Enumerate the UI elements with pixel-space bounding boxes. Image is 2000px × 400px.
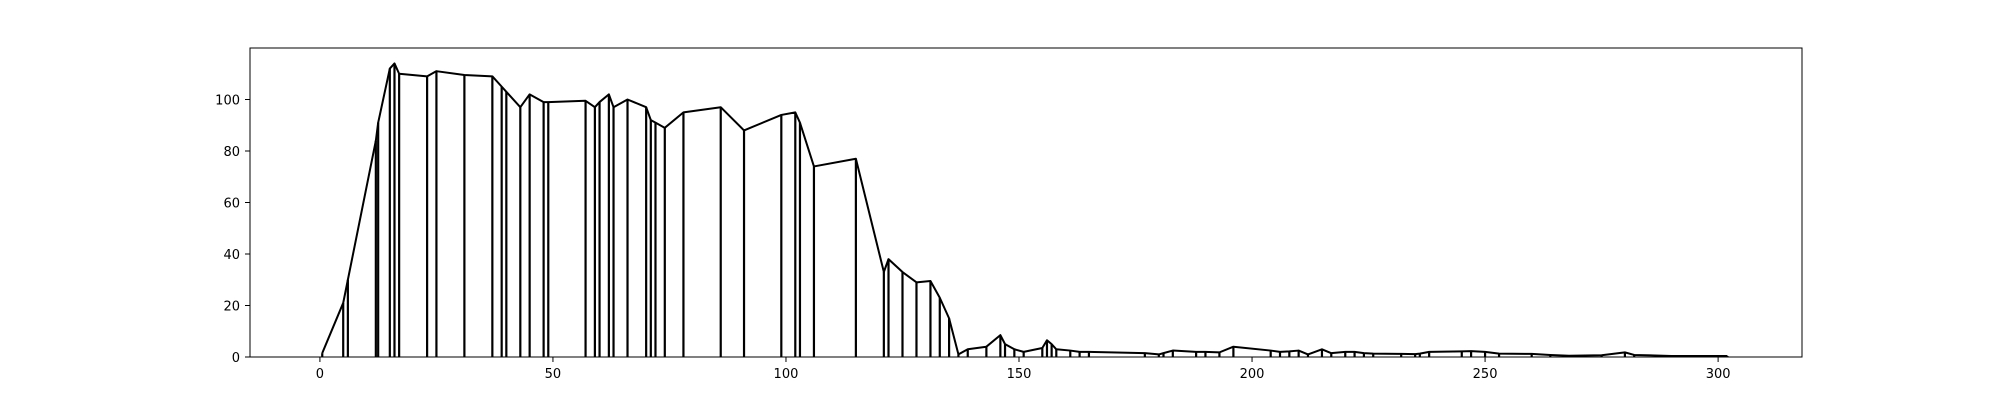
y-tick-label: 20 [223,300,240,315]
x-tick-label: 200 [1240,367,1265,382]
x-tick-label: 150 [1007,367,1032,382]
y-tick-label: 40 [223,248,240,263]
x-tick-label: 300 [1706,367,1731,382]
y-tick-label: 100 [215,94,240,109]
y-axis: 0 20 40 60 80 100 [215,94,250,366]
x-tick-label: 50 [545,367,562,382]
x-tick-label: 250 [1473,367,1498,382]
y-tick-label: 60 [223,197,240,212]
x-tick-label: 100 [774,367,799,382]
axes-frame [249,47,1803,358]
x-tick-label: 0 [316,367,324,382]
x-axis: 0 50 100 150 200 250 300 [316,357,1731,382]
y-tick-label: 0 [232,351,240,366]
series-line [321,62,1728,357]
y-tick-label: 80 [223,145,240,160]
bars-layer [321,63,1729,357]
